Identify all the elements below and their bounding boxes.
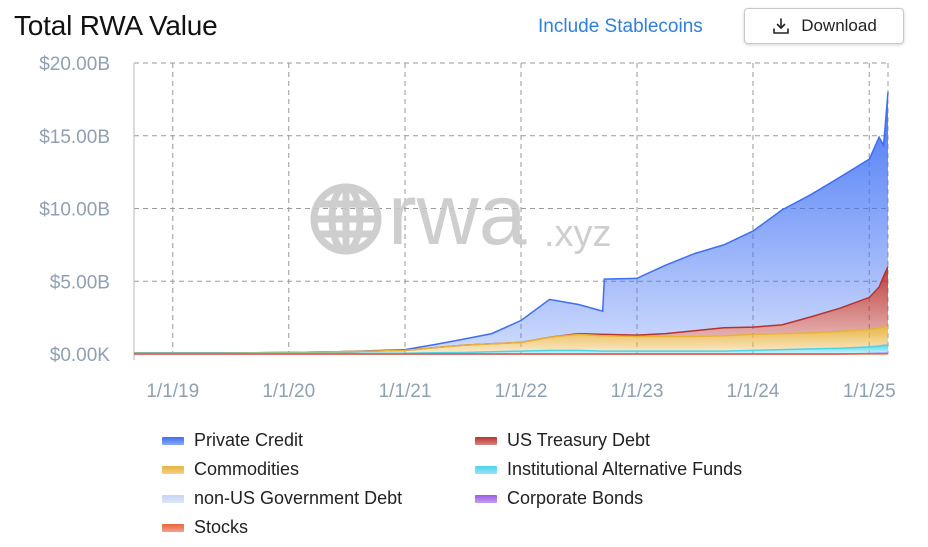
watermark-suffix: .xyz (544, 213, 612, 255)
watermark-text: rwa (388, 167, 527, 263)
x-tick-label: 1/1/21 (379, 381, 432, 402)
y-tick-label: $0.00K (50, 345, 111, 366)
area-commodities (134, 326, 888, 354)
area-private-credit (134, 92, 888, 353)
legend-swatch (162, 465, 184, 474)
y-tick-label: $10.00B (39, 200, 110, 221)
rwa-area-chart: rwa .xyz $0.00K $5.00B $10.00B $15.00B $20.0… (39, 54, 895, 402)
x-tick-label: 1/1/20 (262, 381, 315, 402)
legend-item[interactable]: US Treasury Debt (475, 430, 650, 451)
legend-swatch (162, 494, 184, 503)
legend-swatch (475, 494, 497, 503)
legend-swatch (162, 436, 184, 445)
x-tick-label: 1/1/22 (495, 381, 548, 402)
include-stablecoins-toggle[interactable]: Include Stablecoins (538, 16, 703, 37)
y-axis-ticks: $0.00K $5.00B $10.00B $15.00B $20.00B (39, 54, 110, 366)
y-tick-label: $5.00B (50, 272, 110, 293)
legend-label: non-US Government Debt (194, 488, 403, 508)
chart-areas (134, 91, 889, 355)
x-tick-label: 1/1/25 (843, 381, 896, 402)
legend-label: US Treasury Debt (507, 430, 651, 450)
area-us-treasury-debt (134, 266, 888, 353)
x-tick-label: 1/1/19 (146, 381, 199, 402)
watermark: rwa .xyz (310, 167, 612, 263)
y-tick-label: $15.00B (39, 127, 110, 148)
download-label: Download (801, 16, 877, 35)
legend-item[interactable]: Private Credit (162, 430, 303, 451)
line-private-credit (134, 91, 889, 354)
x-tick-label: 1/1/23 (611, 381, 664, 402)
globe-icon (310, 183, 382, 255)
x-tick-label: 1/1/24 (727, 381, 780, 402)
legend-label: Stocks (194, 517, 249, 537)
legend-label: Private Credit (194, 430, 304, 450)
page-title: Total RWA Value (14, 10, 218, 41)
legend-item[interactable]: Institutional Alternative Funds (475, 459, 742, 480)
legend-swatch (475, 465, 497, 474)
legend-item[interactable]: Stocks (162, 517, 248, 538)
legend-label: Institutional Alternative Funds (507, 459, 743, 479)
legend-item[interactable]: Commodities (162, 459, 299, 480)
legend-label: Commodities (194, 459, 300, 479)
download-button[interactable]: Download (744, 8, 904, 44)
y-tick-label: $20.00B (39, 54, 110, 75)
download-icon (773, 18, 789, 34)
x-axis-ticks: 1/1/19 1/1/20 1/1/21 1/1/22 1/1/23 1/1/24 1/1/… (146, 381, 895, 402)
legend-item[interactable]: non-US Government Debt (162, 488, 402, 509)
legend-swatch (475, 436, 497, 445)
legend-label: Corporate Bonds (507, 488, 644, 508)
legend-swatch (162, 523, 184, 532)
legend-item[interactable]: Corporate Bonds (475, 488, 643, 509)
line-commodities (134, 325, 889, 354)
